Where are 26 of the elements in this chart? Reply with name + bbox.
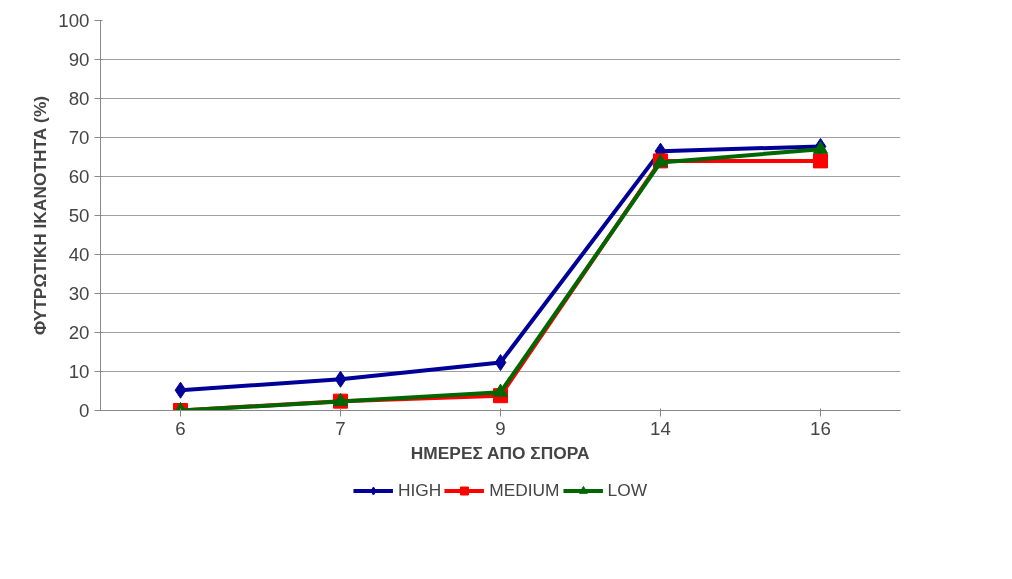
x-tick-label: 14: [650, 417, 671, 439]
point: [493, 383, 508, 397]
y-tick-label: 100: [58, 10, 90, 31]
x-axis-title: ΗΜΕΡΕΣ ΑΠΟ ΣΠΟΡΑ: [410, 442, 591, 463]
y-tick-label: 20: [68, 322, 90, 343]
x-tick-label: 6: [175, 417, 186, 439]
legend-label: MEDIUM: [489, 479, 560, 501]
y-tick-label: 70: [68, 127, 90, 148]
point: [494, 354, 507, 372]
point: [813, 153, 828, 169]
legend-label: HIGH: [397, 479, 442, 501]
point: [334, 370, 347, 388]
y-tick-label: 30: [68, 283, 90, 304]
y-tick-label: 10: [68, 361, 90, 382]
y-tick-label: 0: [79, 400, 90, 421]
x-tick-label: 7: [335, 417, 346, 439]
x-tick-label: 16: [810, 417, 831, 439]
x-tick-label: 9: [495, 417, 506, 439]
y-axis-title: ΦΥΤΡΩΤΙΚΗ ΙΚΑΝΟΤΗΤΑ (%): [30, 95, 51, 336]
legend-label: LOW: [607, 479, 648, 501]
y-tick-label: 40: [68, 244, 90, 265]
point: [174, 381, 187, 399]
y-tick-label: 90: [68, 49, 90, 70]
y-tick-label: 50: [68, 205, 90, 226]
y-tick-label: 80: [68, 88, 90, 109]
y-tick-label: 60: [68, 166, 90, 187]
